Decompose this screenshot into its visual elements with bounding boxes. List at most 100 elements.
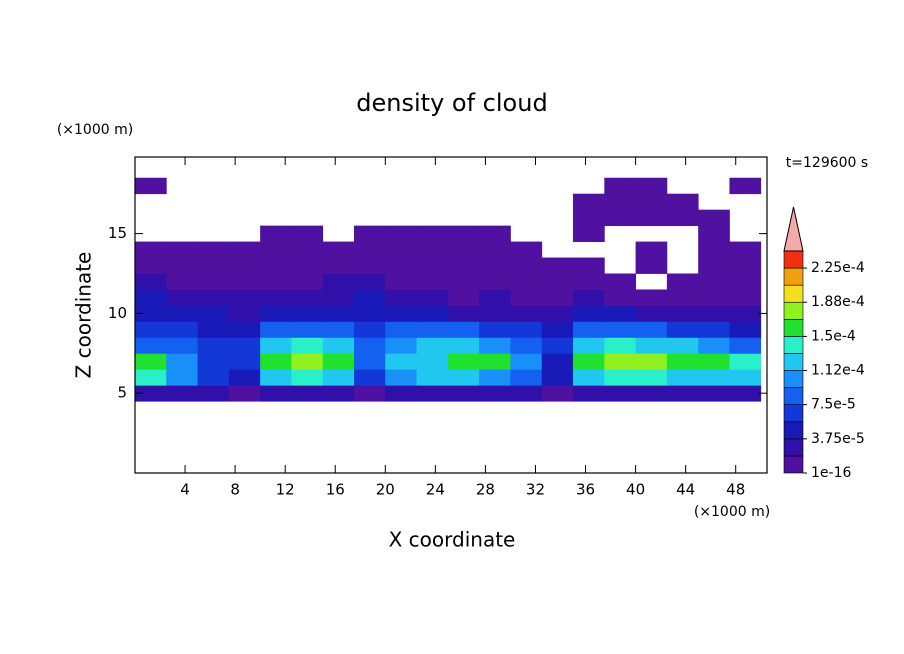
- contour-cell: [666, 321, 699, 338]
- contour-cell: [729, 273, 762, 290]
- contour-cell: [228, 273, 261, 290]
- contour-cell: [604, 177, 636, 195]
- contour-cell: [635, 177, 668, 195]
- contour-cell: [228, 353, 261, 370]
- contour-cell: [166, 385, 198, 402]
- contour-cell: [635, 369, 668, 386]
- contour-cell: [260, 225, 292, 242]
- contour-cell: [197, 241, 230, 258]
- contour-cell: [291, 353, 324, 370]
- contour-cell: [197, 273, 230, 290]
- contour-cell: [479, 321, 511, 338]
- contour-cell: [447, 257, 480, 274]
- contour-cell: [510, 305, 543, 322]
- contour-cell: [635, 193, 668, 211]
- contour-cell: [135, 321, 167, 338]
- contour-cell: [447, 369, 480, 386]
- contour-cell: [354, 353, 386, 370]
- contour-cell: [635, 385, 668, 402]
- time-label: t=129600 s: [786, 155, 868, 171]
- colorbar-tick-label: 7.5e-5: [811, 397, 856, 413]
- contour-cell: [416, 385, 449, 402]
- contour-cell: [479, 273, 511, 290]
- contour-cell: [291, 305, 324, 322]
- contour-cell: [698, 385, 730, 402]
- contour-cell: [510, 353, 543, 370]
- contour-cell: [729, 257, 762, 274]
- contour-cell: [698, 241, 730, 258]
- contour-cell: [573, 305, 605, 322]
- colorbar-band: [783, 336, 804, 354]
- contour-cell: [416, 321, 449, 338]
- contour-cell: [635, 289, 668, 306]
- contour-cell: [729, 321, 762, 338]
- x-tick-label: 36: [576, 481, 595, 499]
- contour-cell: [354, 289, 386, 306]
- contour-cell: [416, 225, 449, 242]
- contour-cell: [385, 321, 417, 338]
- contour-cell: [260, 289, 292, 306]
- contour-cell: [729, 385, 762, 402]
- x-tick-label: 44: [676, 481, 695, 499]
- contour-cell: [291, 241, 324, 258]
- contour-cell: [385, 369, 417, 386]
- contour-cell: [260, 305, 292, 322]
- x-axis-label: X coordinate: [389, 528, 516, 552]
- contour-cell: [291, 321, 324, 338]
- colorbar-band: [783, 353, 804, 371]
- contour-cell: [135, 257, 167, 274]
- contour-cell: [510, 241, 543, 258]
- contour-cell: [698, 273, 730, 290]
- contour-cell: [228, 241, 261, 258]
- contour-cell: [541, 321, 574, 338]
- colorbar-tick-label: 2.25e-4: [811, 260, 865, 276]
- y-tick-label: 15: [108, 224, 127, 242]
- contour-cell: [635, 337, 668, 354]
- contour-cell: [729, 241, 762, 258]
- contour-cell: [510, 289, 543, 306]
- contour-cell: [322, 353, 355, 370]
- contour-cell: [729, 177, 762, 195]
- colorbar-tick-label: 1e-16: [811, 465, 851, 481]
- contour-cell: [322, 385, 355, 402]
- contour-cell: [573, 385, 605, 402]
- contour-cell: [354, 321, 386, 338]
- y-axis-label: Z coordinate: [72, 252, 96, 379]
- x-tick-label: 4: [180, 481, 190, 499]
- contour-cell: [698, 225, 730, 242]
- contour-cell: [447, 305, 480, 322]
- contour-cell: [385, 225, 417, 242]
- contour-cell: [322, 289, 355, 306]
- contour-cell: [479, 241, 511, 258]
- contour-cell: [447, 273, 480, 290]
- contour-cell: [604, 369, 636, 386]
- contour-cell: [354, 241, 386, 258]
- contour-cell: [228, 385, 261, 402]
- contour-cell: [729, 369, 762, 386]
- contour-cell: [573, 257, 605, 274]
- contour-cell: [604, 321, 636, 338]
- y-tick-label: 5: [117, 384, 127, 402]
- colorbar-band: [783, 319, 804, 337]
- contour-cell: [260, 369, 292, 386]
- contour-cell: [385, 289, 417, 306]
- contour-cell: [260, 257, 292, 274]
- contour-cell: [729, 305, 762, 322]
- contour-cell: [166, 257, 198, 274]
- contour-cell: [573, 193, 605, 211]
- contour-cell: [635, 321, 668, 338]
- contour-cell: [166, 273, 198, 290]
- contour-cell: [322, 337, 355, 354]
- colorbar-band: [783, 250, 804, 269]
- contour-cell: [698, 305, 730, 322]
- contour-cell: [228, 257, 261, 274]
- x-tick-label: 12: [276, 481, 295, 499]
- contour-cell: [135, 289, 167, 306]
- contour-cell: [479, 353, 511, 370]
- contour-cell: [166, 289, 198, 306]
- contour-cell: [260, 353, 292, 370]
- contour-cell: [291, 385, 324, 402]
- contour-cell: [197, 321, 230, 338]
- contour-cell: [447, 337, 480, 354]
- contour-cell: [541, 369, 574, 386]
